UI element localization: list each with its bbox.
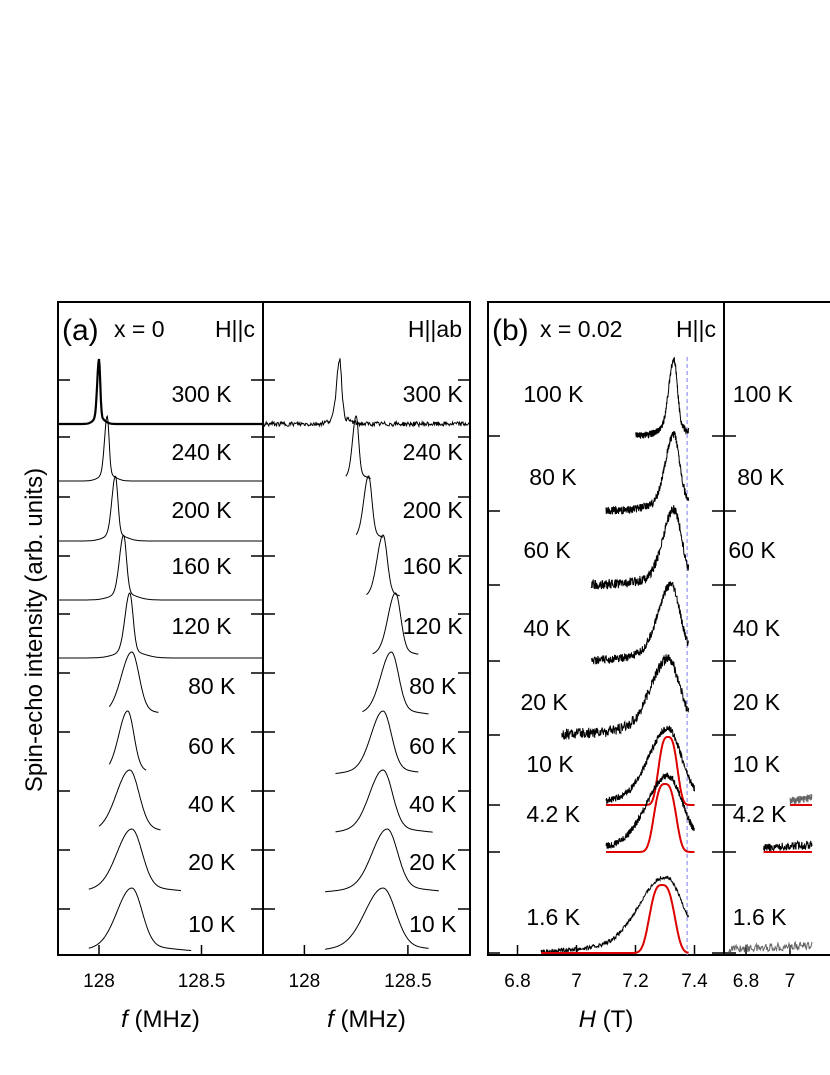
spectrum-line xyxy=(325,828,439,893)
fit-line xyxy=(606,783,695,853)
plot-frame xyxy=(262,301,471,956)
temperature-label: 1.6 K xyxy=(526,904,580,930)
spectrum-line xyxy=(325,887,429,950)
temperature-label: 240 K xyxy=(171,439,232,465)
panel-label: (b) xyxy=(492,314,529,347)
composition-label: x = 0 xyxy=(114,316,165,342)
spectrum-line xyxy=(605,772,695,849)
temperature-label: 120 K xyxy=(171,613,232,639)
temperature-label: 200 K xyxy=(171,497,232,523)
temperature-label: 60 K xyxy=(523,537,571,563)
fit-line xyxy=(541,884,689,954)
spectrum-line xyxy=(372,592,419,655)
x-tick-label: 128.5 xyxy=(178,971,226,992)
temperature-label: 60 K xyxy=(728,537,776,563)
spectrum-line xyxy=(605,430,690,515)
spectrum-line xyxy=(58,475,263,542)
temperature-label: 4.2 K xyxy=(526,801,580,827)
spectrum-line xyxy=(58,358,263,426)
temperature-label: 20 K xyxy=(733,689,781,715)
spectrum-line xyxy=(590,505,690,590)
field-orientation-label: H||ab xyxy=(408,316,462,342)
temperature-label: 20 K xyxy=(520,689,568,715)
x-tick-label: 7.2 xyxy=(622,971,648,992)
spectrum-line xyxy=(590,580,690,665)
temperature-label: 10 K xyxy=(409,911,457,937)
panel-b-left: 6.8 7 7.2 7.4 H (T) (b) x = 0.02 H||c 100 K 80 K 6… xyxy=(487,301,725,1033)
spectrum-line xyxy=(88,828,181,892)
spectrum-line xyxy=(88,887,192,952)
x-tick-label: 6.8 xyxy=(733,971,759,992)
field-orientation-label: H||c xyxy=(215,316,255,342)
spectrum-line xyxy=(58,414,263,482)
temperature-label: 20 K xyxy=(409,849,457,875)
temperature-label: 100 K xyxy=(523,381,584,407)
x-axis-label: H (T) xyxy=(579,1006,634,1033)
panel-a-left: 128 128.5 f (MHz) (a) x = 0 H||c 300 K 240 K 200… xyxy=(57,301,264,1033)
temperature-label: 10 K xyxy=(733,751,781,777)
spectrum-line xyxy=(366,534,400,597)
spectrum-line xyxy=(561,654,690,740)
temperature-label: 40 K xyxy=(188,791,236,817)
x-tick-label: 7 xyxy=(571,971,582,992)
temperature-label: 60 K xyxy=(409,733,457,759)
temperature-label: 10 K xyxy=(526,751,574,777)
temperature-label: 40 K xyxy=(409,791,457,817)
spectrum-line xyxy=(728,940,813,953)
temperature-label: 80 K xyxy=(529,464,577,490)
spectrum-line xyxy=(98,769,161,831)
temperature-label: 120 K xyxy=(403,613,464,639)
composition-label: x = 0.02 xyxy=(540,316,622,342)
x-tick-label: 6.8 xyxy=(504,971,530,992)
x-tick-label: 7 xyxy=(785,971,796,992)
temperature-label: 100 K xyxy=(733,381,794,407)
temperature-label: 300 K xyxy=(403,381,464,407)
spectrum-line xyxy=(335,710,419,774)
x-tick-label: 128 xyxy=(83,971,115,992)
x-tick-label: 128.5 xyxy=(384,971,432,992)
y-axis-label: Spin-echo intensity (arb. units) xyxy=(21,468,48,792)
spectrum-line xyxy=(355,475,384,538)
temperature-label: 20 K xyxy=(188,849,236,875)
temperature-label: 4.2 K xyxy=(733,801,787,827)
spectrum-line xyxy=(108,710,147,771)
field-orientation-label: H||c xyxy=(676,316,716,342)
spectrum-line xyxy=(540,875,690,955)
temperature-label: 40 K xyxy=(733,615,781,641)
spectrum-line xyxy=(362,651,429,715)
x-tick-label: 7.4 xyxy=(681,971,708,992)
temperature-label: 200 K xyxy=(403,497,464,523)
fit-line xyxy=(606,736,695,806)
panel-a-right: 128 128.5 f (MHz) H||ab 300 K 240 K 200 K 160 K… xyxy=(262,301,471,1033)
temperature-label: 300 K xyxy=(171,381,232,407)
spectrum-line xyxy=(108,651,159,713)
temperature-label: 80 K xyxy=(409,673,457,699)
spectrum-line xyxy=(58,534,263,601)
x-axis-label: f (MHz) xyxy=(327,1006,406,1033)
spectrum-line xyxy=(763,839,813,852)
temperature-label: 80 K xyxy=(737,464,785,490)
temperature-label: 240 K xyxy=(403,439,464,465)
panel-label: (a) xyxy=(62,314,99,347)
spectrum-line xyxy=(58,592,263,659)
spectrum-line xyxy=(789,794,813,805)
plot-frame xyxy=(723,301,830,956)
temperature-label: 80 K xyxy=(188,673,236,699)
temperature-label: 1.6 K xyxy=(733,904,787,930)
spectrum-line xyxy=(345,415,371,479)
temperature-label: 160 K xyxy=(171,553,232,579)
spectrum-line xyxy=(605,725,695,805)
x-tick-label: 128 xyxy=(289,971,321,992)
temperature-label: 10 K xyxy=(188,911,236,937)
x-axis-label: f (MHz) xyxy=(121,1006,200,1033)
temperature-label: 60 K xyxy=(188,733,236,759)
temperature-label: 160 K xyxy=(403,553,464,579)
spectrum-line xyxy=(635,357,690,439)
spectrum-line xyxy=(263,358,470,429)
panel-b-right: 6.8 7 100 K 80 K 60 K 40 K 20 K 10 K 4.2 K 1.6 K xyxy=(723,301,830,992)
spectrum-line xyxy=(335,769,433,833)
temperature-label: 40 K xyxy=(523,615,571,641)
